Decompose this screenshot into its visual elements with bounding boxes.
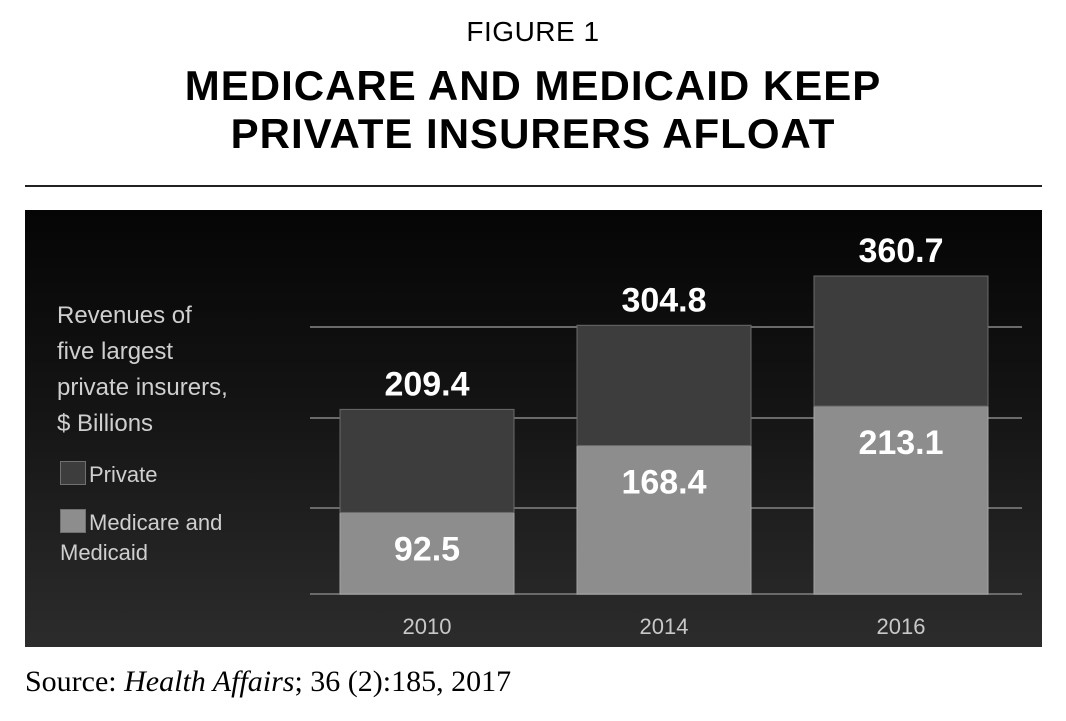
bar-segment-private [576,324,752,447]
bar-segment-medicare-medicaid [339,511,515,595]
source-journal: Health Affairs [124,665,295,698]
legend-swatch-private [60,461,86,485]
divider-rule [25,185,1042,187]
bar-segment-private [339,408,515,513]
legend-item-medicare-medicaid: Medicare and Medicaid [60,508,290,568]
legend-swatch-medicare-medicaid [60,509,86,533]
bar-segment-medicare-medicaid [813,405,989,595]
source-citation: Source: Health Affairs; 36 (2):185, 2017 [25,665,511,699]
figure-label: FIGURE 1 [466,16,600,47]
legend-title: Revenues of five largest private insurer… [57,298,317,442]
data-label-medicare-medicaid: 213.1 [858,424,943,462]
x-tick-label: 2016 [877,614,926,639]
bar-segment-medicare-medicaid [576,445,752,595]
legend-label-private: Private [89,462,158,487]
legend-title-line: Revenues of [57,302,192,329]
chart-panel: 92.5 209.4 2010 168.4 304.8 2014 213.1 360.7 201… [25,210,1042,647]
data-label-total: 360.7 [858,232,943,270]
x-tick-label: 2014 [640,614,689,639]
data-label-medicare-medicaid: 168.4 [621,464,706,502]
legend-title-line: private insurers, [57,374,228,401]
legend-title-line: five largest [57,338,174,365]
data-label-medicare-medicaid: 92.5 [394,530,460,568]
x-tick-label: 2010 [403,614,452,639]
stacked-bar-chart: 92.5 209.4 2010 168.4 304.8 2014 213.1 360.7 201… [310,232,1022,639]
data-label-total: 304.8 [621,281,706,319]
chart-title: MEDICARE AND MEDICAID KEEP PRIVATE INSUR… [0,62,1066,158]
bar-segment-private [813,275,989,407]
legend-item-private: Private [60,460,157,490]
title-line-1: MEDICARE AND MEDICAID KEEP [184,62,882,109]
legend-title-line: $ Billions [57,410,154,437]
data-label-total: 209.4 [384,365,469,403]
source-details: ; 36 (2):185, 2017 [294,665,512,698]
title-line-2: PRIVATE INSURERS AFLOAT [230,110,836,157]
source-prefix: Source: [25,665,125,698]
legend-label-medicare-medicaid: Medicare and Medicaid [60,510,223,565]
